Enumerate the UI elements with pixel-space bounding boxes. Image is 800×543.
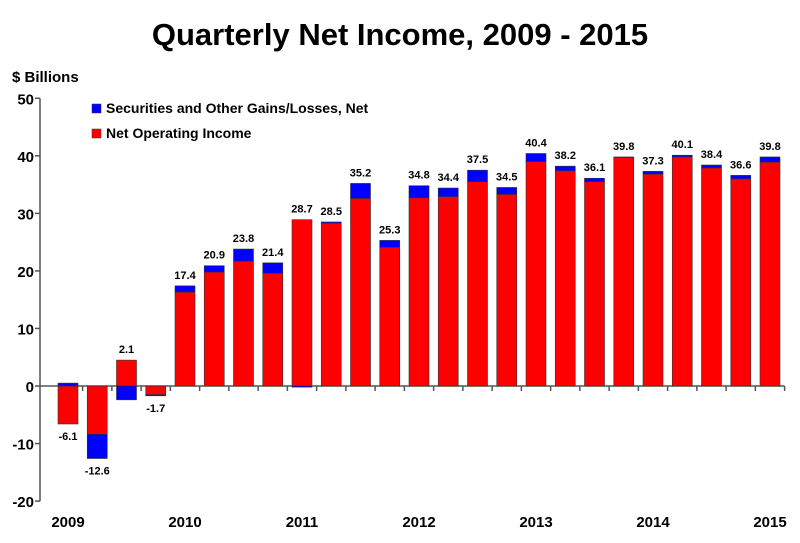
y-tick-label: 40 [17,149,34,166]
net-operating-bar-2012Q2 [437,196,459,387]
net-operating-bar-2010Q3 [233,260,254,387]
securities-bar-2013Q2 [554,165,576,172]
securities-bar-2014Q3 [701,164,722,169]
data-label: 40.4 [525,137,547,149]
net-operating-bar-2009Q4 [145,385,167,395]
data-label: 36.1 [584,162,605,174]
securities-bar-2013Q1 [525,153,547,162]
net-operating-bar-2013Q1 [525,161,547,387]
net-operating-bar-2013Q4 [613,157,635,387]
data-label: -1.7 [146,403,165,415]
x-year-label: 2009 [51,514,84,531]
securities-bar-2010Q4 [262,262,284,274]
data-label: 20.9 [204,250,225,262]
net-operating-bar-2013Q2 [554,170,576,387]
x-year-label: 2010 [168,514,201,531]
data-label: 25.3 [379,224,400,236]
data-label: -12.6 [85,466,110,478]
y-tick-label: 50 [17,91,34,108]
securities-bar-2009Q1 [57,382,79,387]
x-year-label: 2013 [519,514,552,531]
net-operating-bar-2012Q1 [408,197,430,387]
legend-swatch-net-operating [91,128,102,139]
securities-bar-2011Q1 [291,385,313,388]
net-operating-bar-2012Q3 [467,181,488,387]
net-operating-bar-2012Q4 [496,194,518,387]
securities-bar-2010Q3 [233,248,254,262]
net-operating-bar-2010Q4 [262,272,284,387]
net-operating-bar-2011Q4 [379,247,401,387]
net-operating-bar-2009Q2 [86,385,108,435]
securities-bar-2014Q2 [671,154,693,158]
x-year-label: 2014 [636,514,670,531]
data-label: 40.1 [672,139,693,151]
securities-bar-2009Q3 [116,385,137,401]
securities-bar-2014Q1 [642,171,664,175]
securities-bar-2012Q3 [467,169,488,182]
x-year-label: 2015 [753,514,786,531]
securities-bar-2010Q1 [174,285,196,293]
net-operating-bar-2010Q1 [174,291,196,387]
net-operating-bar-2014Q1 [642,173,664,387]
securities-bar-2009Q2 [86,434,108,459]
securities-bar-2014Q4 [730,175,752,180]
data-label: 2.1 [119,344,134,356]
legend-label-net-operating: Net Operating Income [106,125,252,141]
data-label: 36.6 [730,159,751,171]
data-label: 38.2 [555,150,576,162]
data-label: 39.8 [759,141,780,153]
data-label: 38.4 [701,149,723,161]
data-label: -6.1 [59,431,78,443]
data-label: 37.3 [642,155,663,167]
data-label: 28.5 [321,206,342,218]
securities-bar-2013Q3 [584,177,605,182]
y-tick-label: -10 [12,437,34,454]
net-operating-bar-2009Q1 [57,385,79,425]
data-label: 34.4 [438,172,460,184]
securities-bar-2011Q4 [379,240,401,248]
data-label: 28.7 [291,204,312,216]
legend-swatch-securities [91,103,102,114]
securities-bar-2010Q2 [203,265,225,273]
y-tick-label: 10 [17,321,34,338]
x-year-label: 2011 [286,514,319,531]
net-operating-bar-2009Q3 [116,359,137,387]
securities-bar-2009Q4 [145,394,167,397]
data-label: 34.5 [496,171,517,183]
securities-bar-2015Q1 [759,156,781,163]
data-label: 34.8 [408,170,429,182]
securities-bar-2012Q2 [437,187,459,197]
net-operating-bar-2011Q1 [291,219,313,387]
y-axis-label: $ Billions [12,69,79,86]
securities-bar-2013Q4 [613,156,635,158]
net-operating-bar-2013Q3 [584,181,605,387]
securities-bar-2012Q1 [408,185,430,199]
data-label: 37.5 [467,154,488,166]
net-operating-bar-2011Q3 [350,198,371,387]
net-operating-bar-2015Q1 [759,161,781,387]
y-tick-label: 20 [17,264,34,281]
y-tick-label: -20 [12,494,34,511]
net-operating-bar-2010Q2 [203,271,225,387]
securities-bar-2011Q3 [350,183,371,199]
data-label: 39.8 [613,141,634,153]
net-operating-bar-2014Q4 [730,178,752,387]
securities-bar-2011Q2 [320,221,342,224]
data-label: 21.4 [262,247,284,259]
legend-label-securities: Securities and Other Gains/Losses, Net [106,100,369,116]
y-tick-label: 30 [17,206,34,223]
net-operating-bar-2011Q2 [320,222,342,387]
data-label: 23.8 [233,233,254,245]
net-operating-bar-2014Q2 [671,156,693,387]
data-label: 17.4 [174,270,196,282]
legend: Securities and Other Gains/Losses, Net N… [91,100,369,141]
y-tick-label: 0 [26,379,34,396]
data-label: 35.2 [350,167,371,179]
x-year-label: 2012 [402,514,435,531]
securities-bar-2012Q4 [496,187,518,195]
net-operating-bar-2014Q3 [701,167,722,387]
chart-title: Quarterly Net Income, 2009 - 2015 [152,17,648,52]
